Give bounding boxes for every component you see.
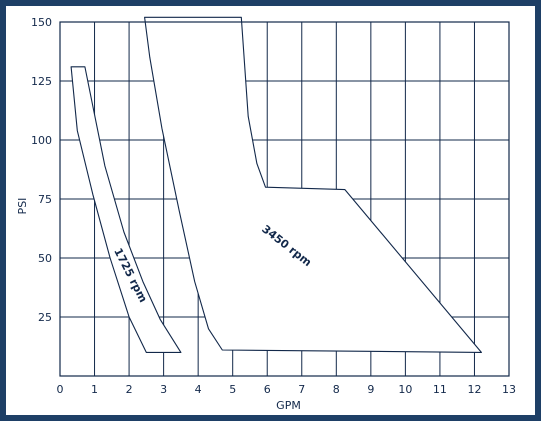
x-tick-label: 12: [467, 383, 481, 396]
y-tick-label: 25: [38, 311, 52, 324]
x-tick-label: 7: [298, 383, 305, 396]
series-envelope-3450-rpm: [144, 16, 482, 353]
x-tick-label: 8: [333, 383, 340, 396]
x-tick-label: 13: [502, 383, 516, 396]
y-axis-ticks: 25 50 75 100 125 150: [31, 16, 52, 324]
x-tick-label: 9: [367, 383, 374, 396]
x-tick-label: 0: [57, 383, 64, 396]
x-axis-title: GPM: [276, 399, 301, 412]
y-tick-label: 75: [38, 193, 52, 206]
chart-panel: 0 1 2 3 4 5 6 7 8 9 10 11 12 13 25 50 75 100 125 150 GPM P…: [6, 6, 535, 415]
x-axis-ticks: 0 1 2 3 4 5 6 7 8 9 10 11 12 13: [57, 383, 517, 396]
y-tick-label: 100: [31, 134, 52, 147]
y-tick-label: 125: [31, 75, 52, 88]
x-tick-label: 4: [195, 383, 202, 396]
y-axis-title: PSI: [16, 198, 29, 215]
x-tick-label: 6: [264, 383, 271, 396]
y-tick-label: 150: [31, 16, 52, 29]
plot-frame: [59, 21, 510, 377]
x-tick-label: 11: [433, 383, 447, 396]
series-envelope-1725-rpm: [70, 66, 182, 353]
x-tick-label: 2: [126, 383, 133, 396]
x-tick-label: 1: [91, 383, 98, 396]
x-tick-label: 3: [160, 383, 167, 396]
series-layer: [70, 16, 482, 353]
x-tick-label: 5: [229, 383, 236, 396]
y-tick-label: 50: [38, 252, 52, 265]
x-tick-label: 10: [398, 383, 412, 396]
